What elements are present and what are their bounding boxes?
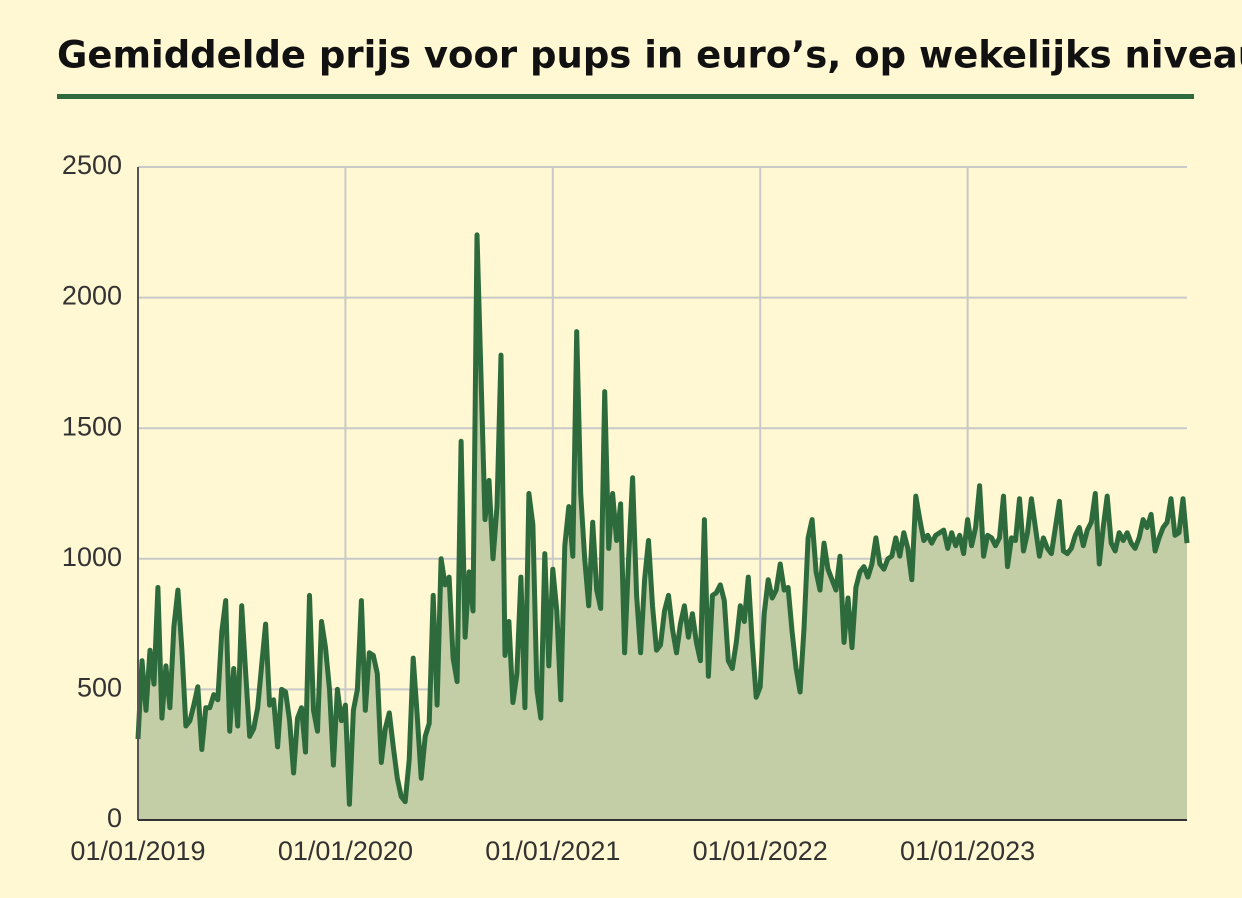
area <box>138 234 1187 820</box>
y-tick-label: 0 <box>107 803 122 833</box>
title-underline <box>57 94 1194 99</box>
y-tick-label: 2000 <box>62 281 122 311</box>
y-tick-label: 1000 <box>62 542 122 572</box>
line <box>135 232 1190 807</box>
x-tick-label: 01/01/2019 <box>70 836 205 866</box>
y-tick-label: 500 <box>77 673 122 703</box>
y-tick-label: 1500 <box>62 411 122 441</box>
x-tick-label: 01/01/2023 <box>900 836 1035 866</box>
chart-title: Gemiddelde prijs voor pups in euro’s, op… <box>57 34 1242 77</box>
x-tick-label: 01/01/2020 <box>278 836 413 866</box>
y-tick-label: 2500 <box>62 150 122 180</box>
x-tick-label: 01/01/2021 <box>485 836 620 866</box>
x-tick-label: 01/01/2022 <box>693 836 828 866</box>
